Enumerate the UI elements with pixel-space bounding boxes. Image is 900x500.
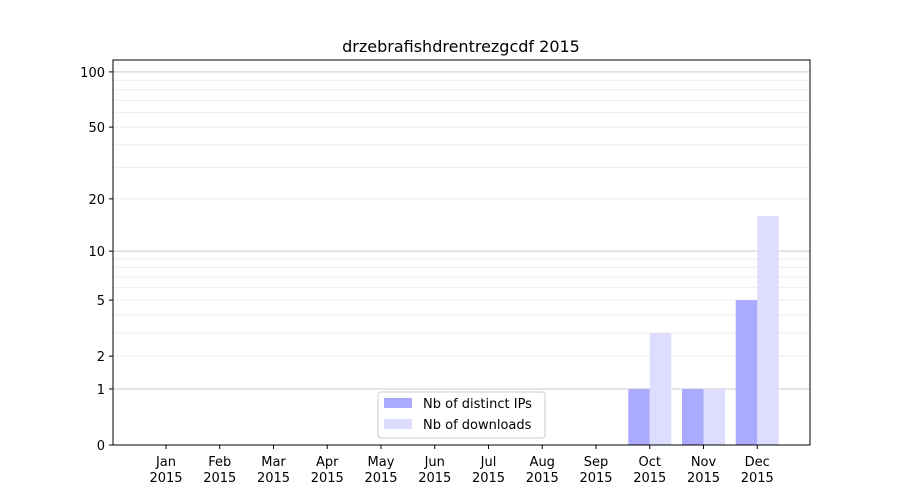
legend-label: Nb of distinct IPs	[423, 397, 532, 412]
bar-downloads	[649, 332, 672, 445]
x-tick-label: Jul 2015	[472, 455, 505, 486]
legend-label: Nb of downloads	[423, 418, 532, 433]
bar-distinct-ips	[682, 388, 704, 445]
y-tick-label: 0	[97, 439, 105, 454]
chart-title: drzebrafishdrentrezgcdf 2015	[342, 37, 580, 56]
bar-downloads	[703, 388, 725, 445]
y-tick-label: 1	[97, 383, 105, 398]
bar-downloads	[757, 215, 779, 445]
y-tick-label: 20	[88, 193, 105, 208]
x-tick-label: May 2015	[364, 455, 397, 486]
legend-swatch	[384, 419, 412, 429]
y-tick-label: 10	[88, 245, 105, 260]
x-tick-label: Mar 2015	[257, 455, 290, 486]
x-tick-label: Dec 2015	[741, 455, 774, 486]
y-tick-label: 5	[97, 294, 105, 309]
legend-swatch	[384, 398, 412, 408]
plot-frame	[112, 59, 811, 446]
x-tick-label: Sep 2015	[579, 455, 612, 486]
x-tick-label: Jun 2015	[418, 455, 451, 486]
bar-distinct-ips	[628, 388, 650, 445]
y-tick-label: 2	[97, 350, 105, 365]
y-tick-label: 50	[88, 121, 105, 136]
x-tick-label: Apr 2015	[311, 455, 344, 486]
legend: Nb of distinct IPs Nb of downloads	[377, 391, 546, 439]
x-tick-label: Jan 2015	[149, 455, 182, 486]
x-tick-label: Feb 2015	[203, 455, 236, 486]
bar-distinct-ips	[735, 300, 758, 445]
y-tick-label: 100	[80, 66, 105, 81]
x-tick-label: Aug 2015	[526, 455, 559, 486]
legend-box	[377, 391, 546, 439]
x-tick-label: Nov 2015	[687, 455, 720, 486]
x-tick-label: Oct 2015	[633, 455, 666, 486]
